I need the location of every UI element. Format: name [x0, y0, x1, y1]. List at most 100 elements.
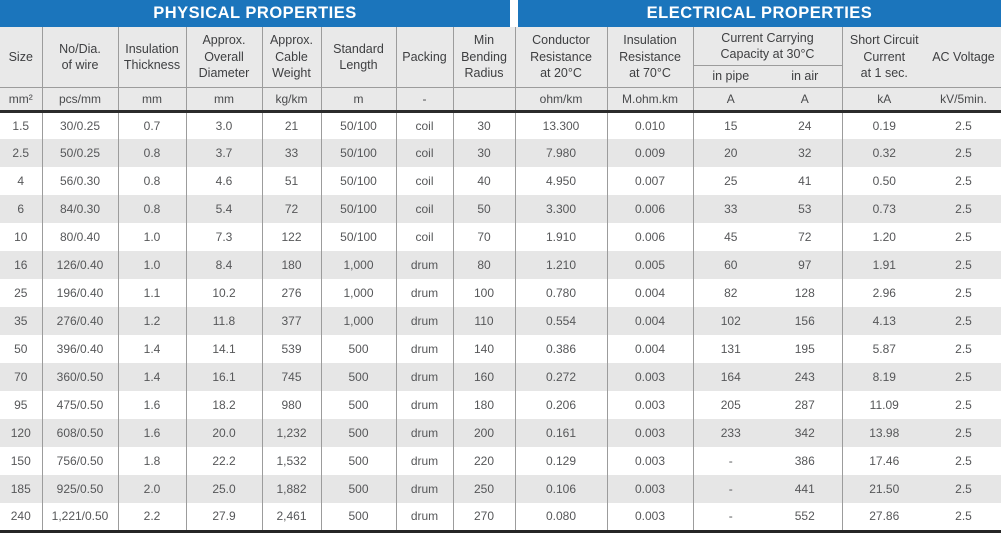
table-cell: 240 [0, 503, 43, 531]
table-cell: drum [396, 363, 454, 391]
table-cell: 25 [0, 279, 43, 307]
table-row: 16 126/0.40 1.0 8.4 180 1,000 drum 80 1.210 0.005… [0, 251, 1001, 279]
table-cell: 2.5 [926, 139, 1001, 167]
table-cell: drum [396, 335, 454, 363]
table-cell: drum [396, 279, 454, 307]
table-cell: 180 [262, 251, 322, 279]
table-cell: 342 [768, 419, 843, 447]
table-cell: 24 [768, 111, 843, 139]
table-cell: 2.5 [926, 195, 1001, 223]
table-cell: coil [396, 195, 454, 223]
table-cell: 2.5 [926, 111, 1001, 139]
table-cell: 1,882 [262, 475, 322, 503]
unit-cell: M.ohm.km [607, 86, 694, 113]
table-cell: 0.161 [515, 419, 608, 447]
table-cell: 1,000 [321, 279, 397, 307]
table-cell: 1.8 [118, 447, 187, 475]
table-row: 6 84/0.30 0.8 5.4 72 50/100 coil 50 3.300 0.006 33… [0, 195, 1001, 223]
table-cell: drum [396, 419, 454, 447]
unit-cell: - [396, 86, 454, 113]
unit-cell: mm² [0, 86, 43, 113]
table-cell: 0.006 [607, 223, 694, 251]
table-cell: 7.3 [186, 223, 263, 251]
table-cell: 0.005 [607, 251, 694, 279]
table-cell: coil [396, 167, 454, 195]
table-cell: - [693, 503, 768, 531]
table-cell: 5.87 [842, 335, 926, 363]
table-cell: 552 [768, 503, 843, 531]
table-cell: 3.0 [186, 111, 263, 139]
table-cell: 2.5 [926, 335, 1001, 363]
table-row: 120 608/0.50 1.6 20.0 1,232 500 drum 200 0.161 0.… [0, 419, 1001, 447]
table-cell: 539 [262, 335, 322, 363]
table-cell: 50/100 [321, 111, 397, 139]
col-header-in-air: in air [768, 64, 843, 87]
table-body: 1.5 30/0.25 0.7 3.0 21 50/100 coil 30 13.300 0.01… [0, 111, 1001, 531]
table-cell: 97 [768, 251, 843, 279]
table-cell: 60 [693, 251, 768, 279]
table-row: 4 56/0.30 0.8 4.6 51 50/100 coil 40 4.950 0.007 25… [0, 167, 1001, 195]
table-cell: 0.003 [607, 419, 694, 447]
table-cell: 13.98 [842, 419, 926, 447]
table-cell: 2.5 [926, 391, 1001, 419]
col-header-short-circuit-current: Short Circuit Current at 1 sec. [842, 27, 926, 87]
table-cell: 2.96 [842, 279, 926, 307]
table-row: 1.5 30/0.25 0.7 3.0 21 50/100 coil 30 13.300 0.01… [0, 111, 1001, 139]
table-cell: 0.080 [515, 503, 608, 531]
table-cell: 0.003 [607, 503, 694, 531]
table-cell: 270 [453, 503, 516, 531]
table-cell: 250 [453, 475, 516, 503]
table-cell: 925/0.50 [42, 475, 119, 503]
table-cell: 2.2 [118, 503, 187, 531]
table-cell: 1,232 [262, 419, 322, 447]
table-cell: 2,461 [262, 503, 322, 531]
col-header-no-dia-of-wire: No/Dia. of wire [42, 27, 119, 87]
unit-cell: pcs/mm [42, 86, 119, 113]
table-cell: 1,000 [321, 251, 397, 279]
table-cell: 156 [768, 307, 843, 335]
table-cell: 110 [453, 307, 516, 335]
subheader-row: in pipe in air [0, 64, 1001, 87]
table-cell: coil [396, 139, 454, 167]
table-cell: 0.006 [607, 195, 694, 223]
unit-cell: kg/km [262, 86, 322, 113]
table-cell: 50/100 [321, 223, 397, 251]
table-cell: 50/100 [321, 195, 397, 223]
col-header-conductor-resistance: Conductor Resistance at 20°C [515, 27, 608, 87]
table-cell: 243 [768, 363, 843, 391]
table-cell: 35 [0, 307, 43, 335]
table-cell: 30 [453, 139, 516, 167]
table-cell: 2.5 [926, 251, 1001, 279]
table-cell: 70 [0, 363, 43, 391]
table-cell: 1.20 [842, 223, 926, 251]
col-header-insulation-resistance: Insulation Resistance at 70°C [607, 27, 694, 87]
table-row: 70 360/0.50 1.4 16.1 745 500 drum 160 0.272 0.003… [0, 363, 1001, 391]
table-cell: 18.2 [186, 391, 263, 419]
col-header-insulation-thickness: Insulation Thickness [118, 27, 187, 87]
table-cell: 0.554 [515, 307, 608, 335]
table-row: 150 756/0.50 1.8 22.2 1,532 500 drum 220 0.129 0.… [0, 447, 1001, 475]
table-cell: 0.004 [607, 335, 694, 363]
table-cell: 72 [262, 195, 322, 223]
table-cell: 0.272 [515, 363, 608, 391]
table-cell: 0.004 [607, 279, 694, 307]
table-cell: 196/0.40 [42, 279, 119, 307]
table-cell: 0.007 [607, 167, 694, 195]
table-cell: 0.106 [515, 475, 608, 503]
table-cell: 0.50 [842, 167, 926, 195]
table-cell: 1.0 [118, 223, 187, 251]
table-cell: 6 [0, 195, 43, 223]
unit-cell: A [693, 86, 768, 113]
section-title-bars: PHYSICAL PROPERTIES ELECTRICAL PROPERTIE… [0, 0, 1001, 27]
table-cell: 377 [262, 307, 322, 335]
table-cell: 56/0.30 [42, 167, 119, 195]
table-cell: 1.210 [515, 251, 608, 279]
table-cell: 233 [693, 419, 768, 447]
table-cell: 45 [693, 223, 768, 251]
table-cell: 2.5 [926, 279, 1001, 307]
table-cell: 4.950 [515, 167, 608, 195]
table-cell: 0.009 [607, 139, 694, 167]
table-cell: 40 [453, 167, 516, 195]
unit-cell: mm [118, 86, 187, 113]
table-cell: 441 [768, 475, 843, 503]
